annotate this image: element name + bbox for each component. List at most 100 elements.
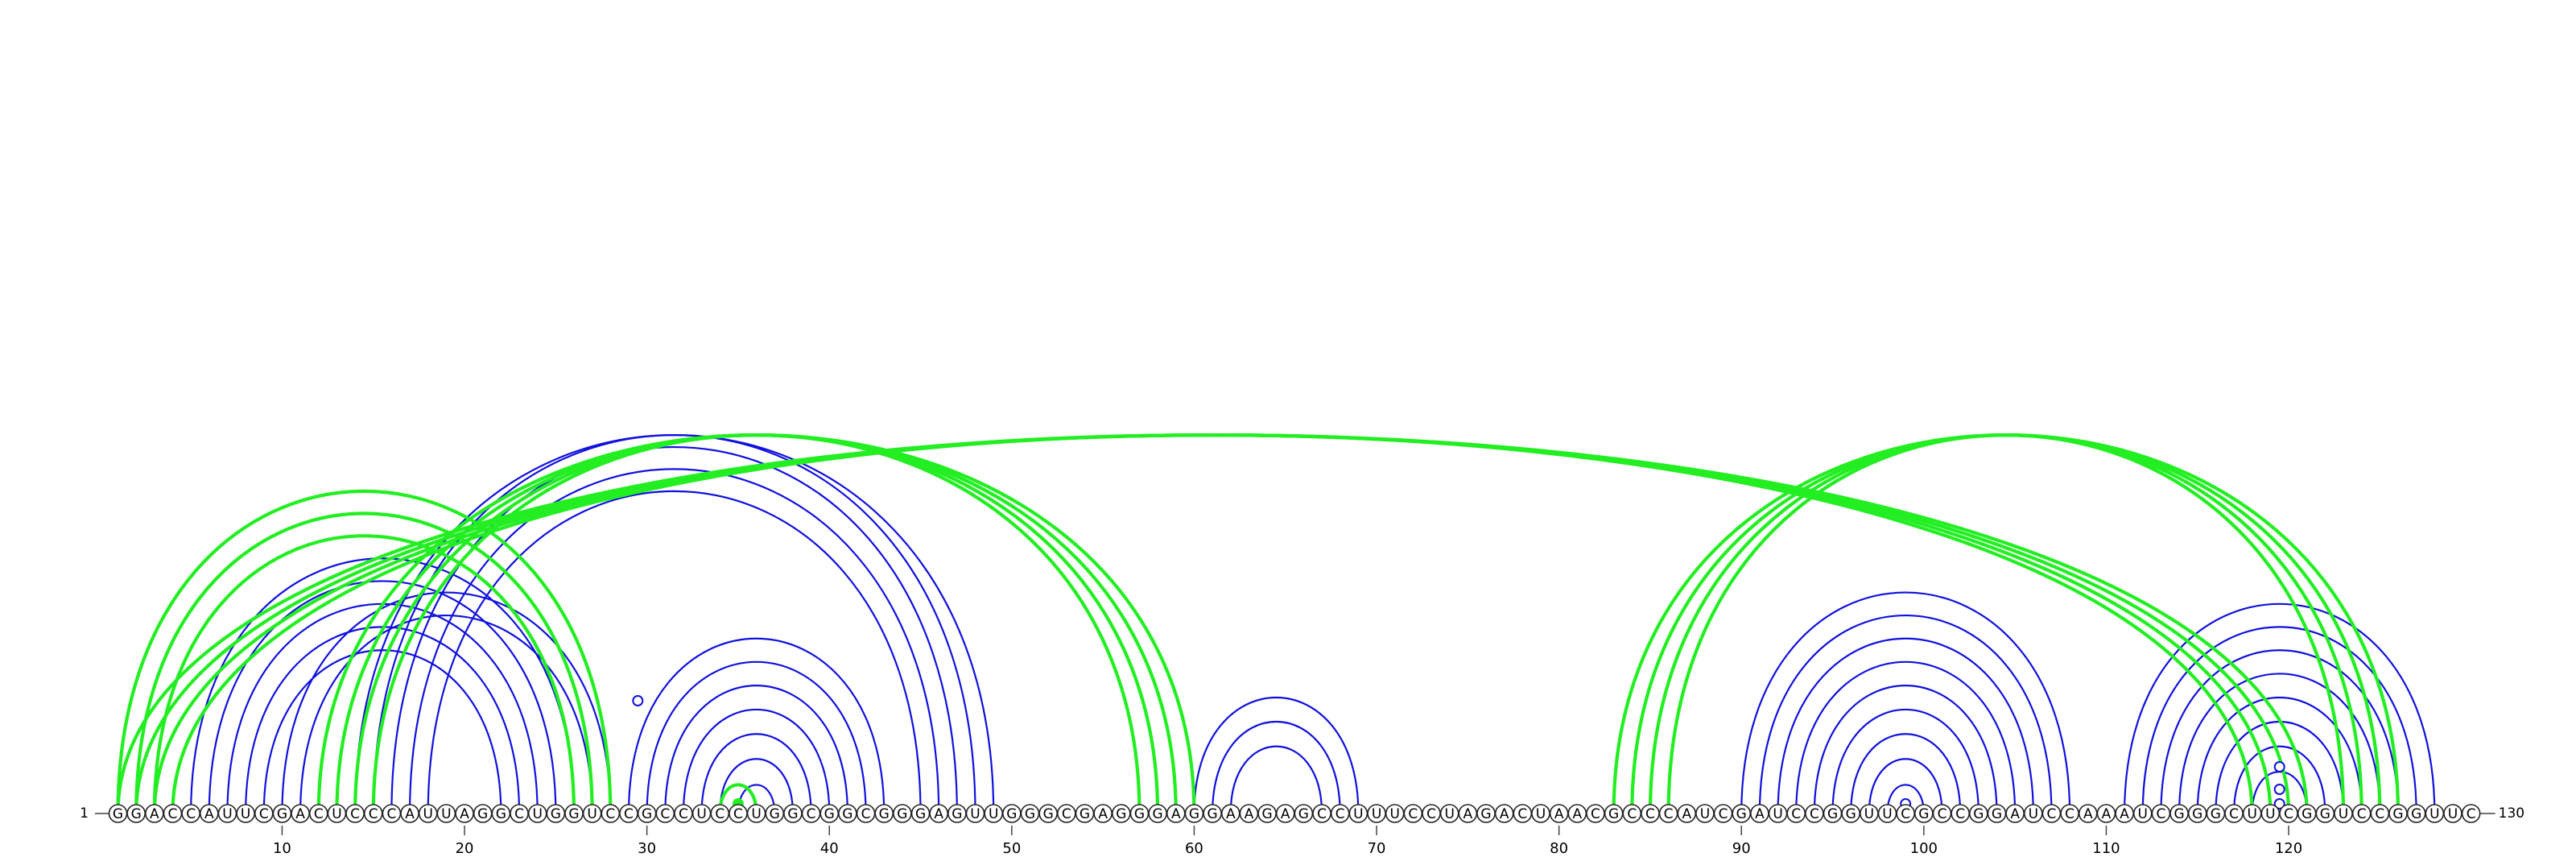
nucleotide-111: A <box>2115 804 2134 823</box>
nucleotide-46: A <box>929 804 948 823</box>
nucleotide-letter: A <box>1226 806 1236 822</box>
nucleotide-letter: U <box>970 806 980 822</box>
nucleotide-76: G <box>1476 804 1496 823</box>
green-arc-1-28 <box>116 490 613 814</box>
nucleotide-47: G <box>947 804 967 823</box>
nucleotide-59: A <box>1166 804 1186 823</box>
nucleotide-89: C <box>1713 804 1733 823</box>
nucleotide-61: G <box>1203 804 1222 823</box>
blue-arc-97-101 <box>1868 758 1943 814</box>
nucleotide-108: C <box>2060 804 2079 823</box>
nucleotide-51: G <box>1020 804 1040 823</box>
nucleotide-55: A <box>1093 804 1113 823</box>
nucleotide-letter: G <box>1846 806 1856 822</box>
nucleotide-88: U <box>1695 804 1715 823</box>
nucleotide-121: G <box>2297 804 2317 823</box>
green-arc-34-36 <box>718 783 758 814</box>
tick-label-90: 90 <box>1732 840 1751 857</box>
nucleotide-letter: U <box>2247 806 2256 822</box>
nucleotide-127: G <box>2406 804 2426 823</box>
nucleotide-letter: A <box>460 806 469 822</box>
blue-arc-33-39 <box>700 733 812 814</box>
nucleotide-letter: G <box>1608 806 1619 822</box>
nucleotide-35: C <box>729 804 748 823</box>
nucleotide-letter: U <box>1353 806 1363 822</box>
nucleotide-27: U <box>582 804 602 823</box>
blue-arc-98-100 <box>1886 784 1925 814</box>
nucleotide-letter: C <box>186 806 196 822</box>
tick-label-120: 120 <box>2275 840 2302 857</box>
nucleotide-110: A <box>2096 804 2116 823</box>
nucleotide-83: G <box>1604 804 1624 823</box>
nucleotide-64: G <box>1257 804 1277 823</box>
nucleotide-letter: A <box>2102 806 2112 822</box>
nucleotide-98: U <box>1877 804 1897 823</box>
nucleotide-94: C <box>1805 804 1824 823</box>
blue-arc-115-124 <box>2196 697 2363 814</box>
blue-arc-17-46 <box>408 468 940 814</box>
blue-arc-91-107 <box>1758 614 2053 814</box>
nucleotide-letter: C <box>259 806 269 822</box>
nucleotide-93: C <box>1786 804 1806 823</box>
tick-label-50: 50 <box>1002 840 1021 857</box>
nucleotide-letter: C <box>1938 806 1947 822</box>
nucleotide-63: A <box>1239 804 1259 823</box>
nucleotide-87: A <box>1677 804 1697 823</box>
nucleotide-116: G <box>2206 804 2226 823</box>
pair-marker-6 <box>2273 761 2285 772</box>
nucleotide-69: U <box>1348 804 1368 823</box>
blue-arc-18-45 <box>427 491 922 814</box>
nucleotide-42: C <box>856 804 876 823</box>
blue-arc-112-127 <box>2141 626 2417 814</box>
nucleotide-letter: C <box>807 806 816 822</box>
nucleotide-36: U <box>746 804 766 823</box>
nucleotide-letter: U <box>2448 806 2458 822</box>
nucleotide-20: A <box>455 804 474 823</box>
blue-arc-15-48 <box>372 434 976 814</box>
nucleotide-letter: G <box>1153 806 1163 822</box>
nucleotide-32: C <box>674 804 693 823</box>
nucleotide-29: C <box>619 804 638 823</box>
nucleotide-128: U <box>2425 804 2445 823</box>
nucleotide-letter: G <box>897 806 907 822</box>
nucleotide-letter: A <box>1682 806 1691 822</box>
nucleotide-107: C <box>2041 804 2062 823</box>
blue-arc-62-67 <box>1229 745 1323 814</box>
nucleotide-letter: G <box>1208 806 1218 822</box>
nucleotide-123: U <box>2334 804 2353 823</box>
nucleotide-105: A <box>2005 804 2025 823</box>
nucleotide-23: C <box>510 804 529 823</box>
green-arc-12-60 <box>316 433 1196 814</box>
nucleotide-letter: C <box>514 806 524 822</box>
blue-arc-29-43 <box>627 637 886 814</box>
blue-arc-30-42 <box>646 660 867 814</box>
nucleotide-letter: G <box>1006 806 1017 822</box>
nucleotide-37: G <box>765 804 785 823</box>
tick-label-20: 20 <box>456 840 474 857</box>
nucleotide-letter: C <box>1426 806 1436 822</box>
nucleotide-45: G <box>910 804 931 823</box>
nucleotide-letter: G <box>770 806 780 822</box>
position-axis: 10 20 30 40 50 60 70 80 90 100 110 120 <box>273 826 2302 857</box>
blue-arc-group <box>190 434 2436 814</box>
nucleotide-letter: G <box>496 806 506 822</box>
nucleotide-115: G <box>2187 804 2207 823</box>
nucleotide-letter: G <box>915 806 926 822</box>
nucleotide-letter: C <box>679 806 688 822</box>
nucleotide-44: G <box>893 804 912 823</box>
nucleotide-letter: U <box>1536 806 1546 822</box>
nucleotide-26: G <box>564 804 584 823</box>
nucleotide-letter: U <box>1882 806 1892 822</box>
nucleotide-80: A <box>1549 804 1569 823</box>
nucleotide-letter: G <box>2174 806 2184 822</box>
nucleotide-circle <box>2461 804 2481 823</box>
nucleotide-73: C <box>1422 804 1441 823</box>
nucleotide-119: U <box>2260 804 2281 823</box>
nucleotide-letter: G <box>879 806 890 822</box>
nucleotide-34: C <box>710 804 730 823</box>
nucleotide-letter: C <box>350 806 360 822</box>
nucleotide-letter: G <box>787 806 798 822</box>
nucleotide-84: C <box>1622 804 1642 823</box>
nucleotide-letter: G <box>277 806 287 822</box>
